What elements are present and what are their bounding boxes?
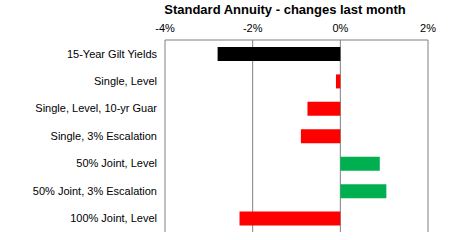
svg-text:50% Joint, Level: 50% Joint, Level bbox=[76, 157, 157, 169]
svg-text:0%: 0% bbox=[332, 22, 348, 34]
svg-text:Single, 3% Escalation: Single, 3% Escalation bbox=[51, 130, 157, 142]
svg-text:100% Joint, Level: 100% Joint, Level bbox=[70, 212, 157, 224]
svg-text:2%: 2% bbox=[420, 22, 436, 34]
svg-text:15-Year Gilt Yields: 15-Year Gilt Yields bbox=[67, 48, 158, 60]
html-text:Standard Annuity - changes las: Standard Annuity - changes last month bbox=[164, 2, 406, 17]
svg-text:Single, Level, 10-yr Guar: Single, Level, 10-yr Guar bbox=[35, 102, 157, 114]
svg-text:-4%: -4% bbox=[155, 22, 175, 34]
svg-text:-2%: -2% bbox=[243, 22, 263, 34]
svg-text:50% Joint, 3% Escalation: 50% Joint, 3% Escalation bbox=[33, 185, 157, 197]
svg-text:Single, Level: Single, Level bbox=[94, 75, 157, 87]
